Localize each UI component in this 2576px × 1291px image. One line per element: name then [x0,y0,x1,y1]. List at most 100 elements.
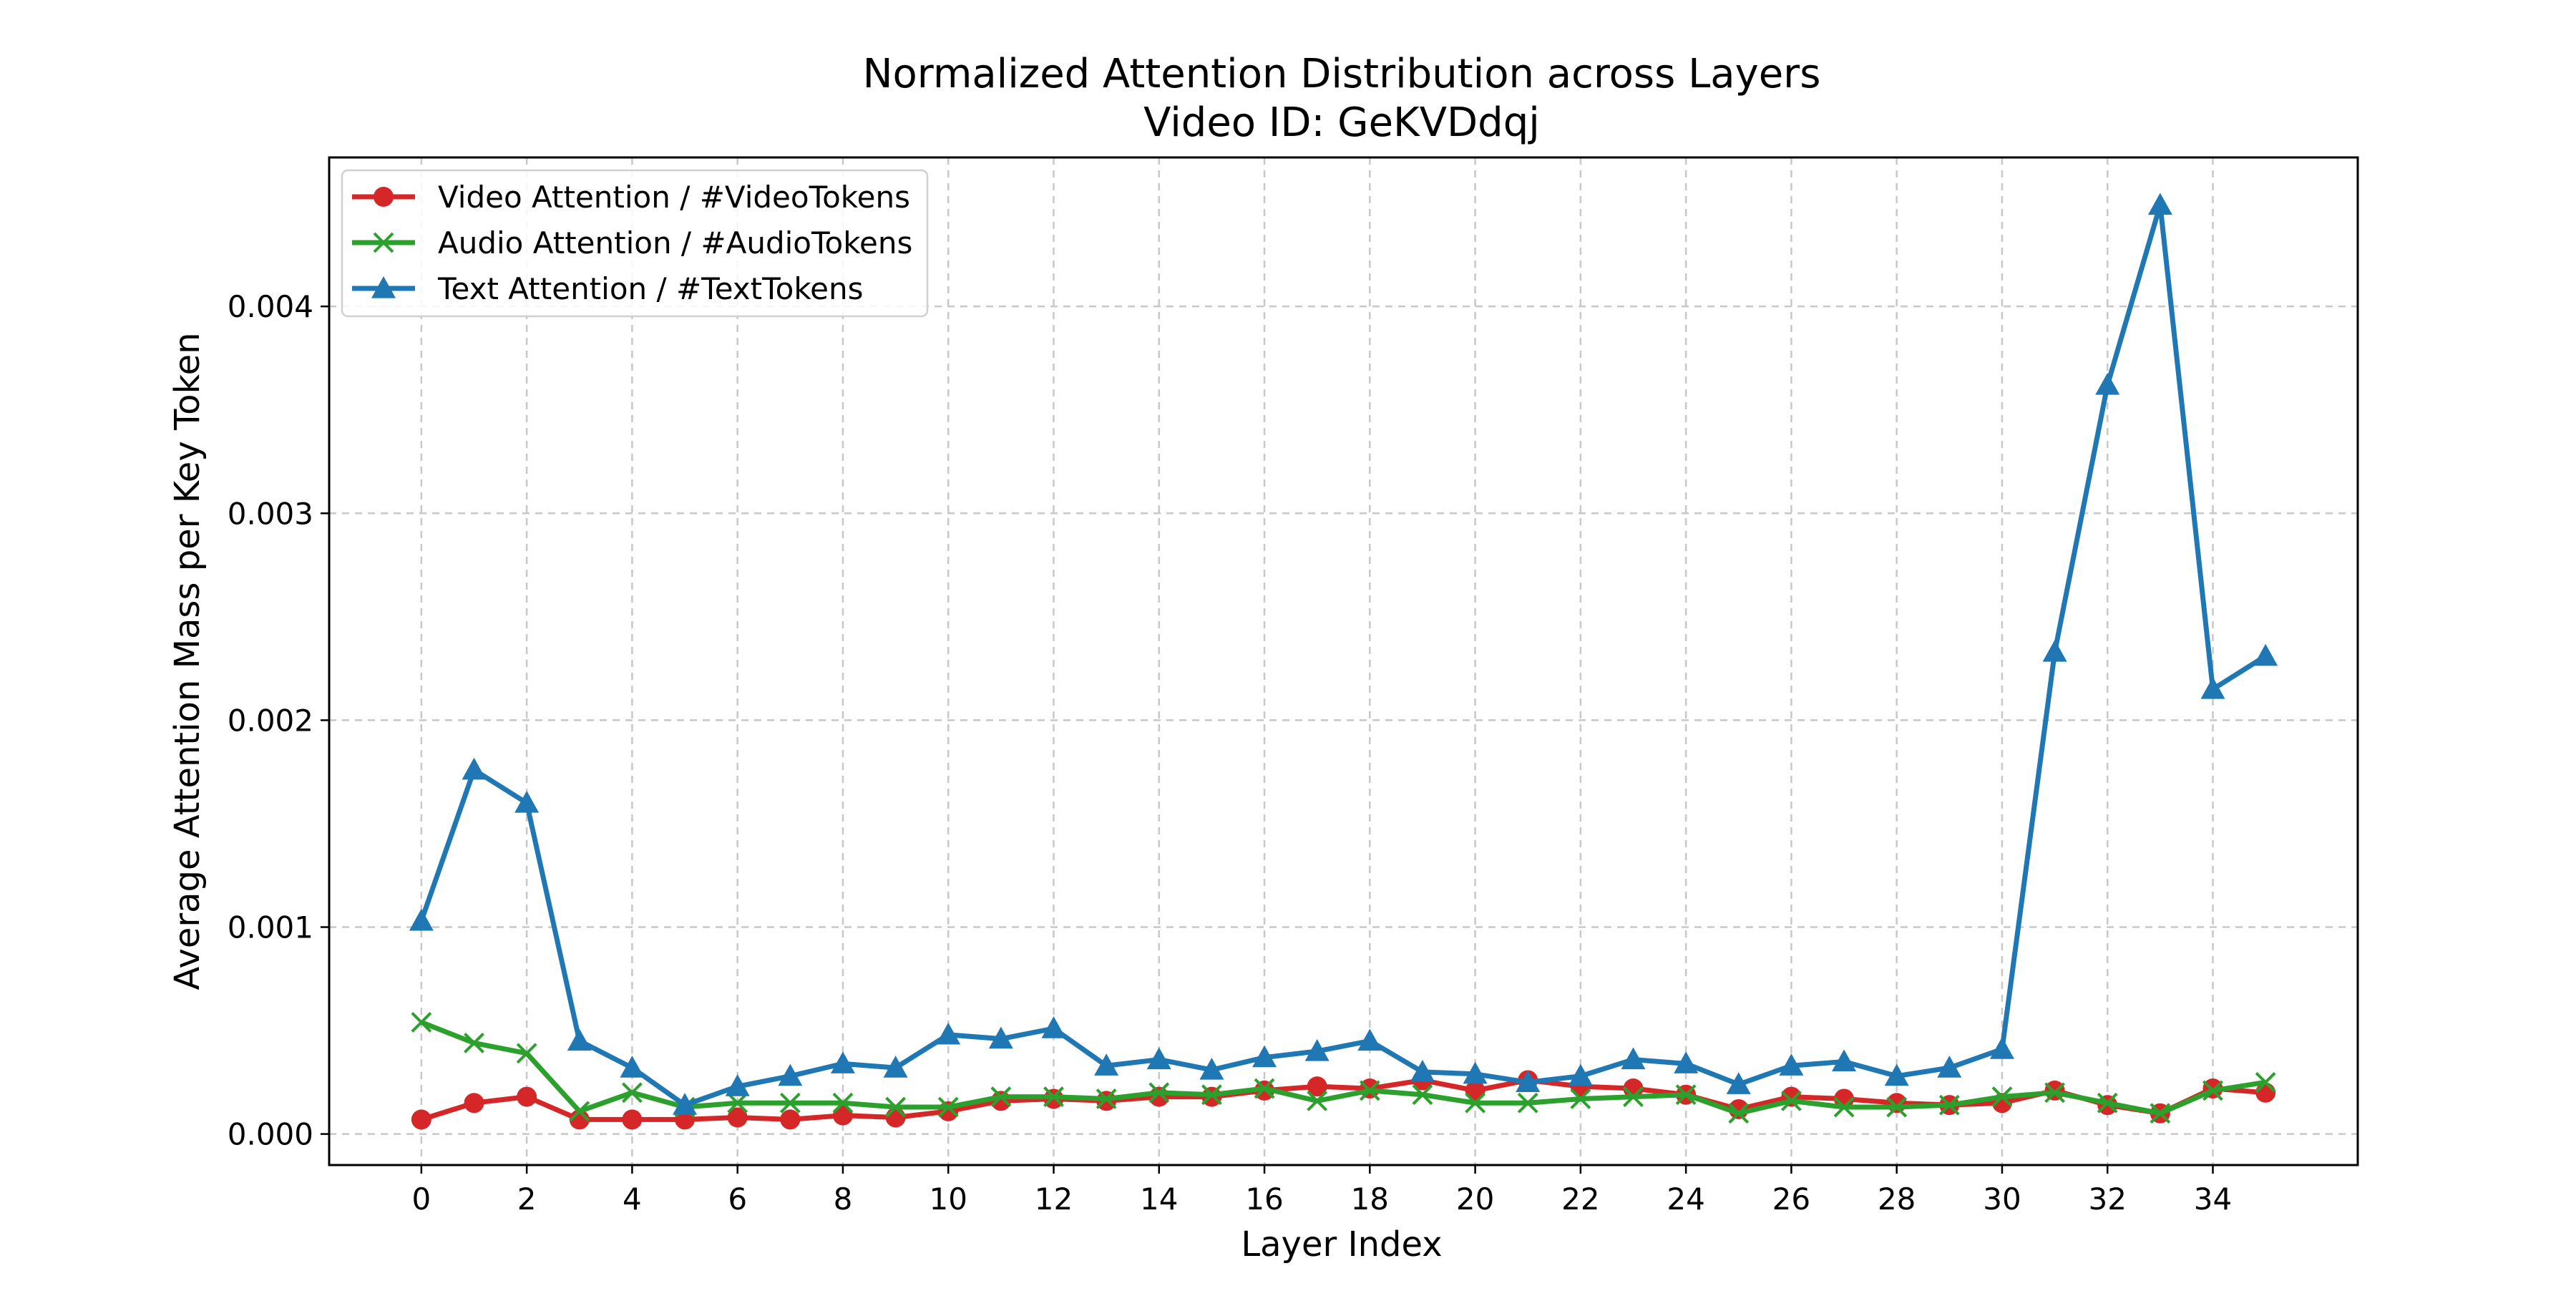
data-point [885,1107,906,1128]
data-point [411,1012,432,1033]
x-tick-label: 0 [411,1182,431,1217]
data-point [1148,1082,1170,1104]
x-tick-label: 34 [2194,1182,2232,1217]
y-tick-label: 0.003 [228,496,313,531]
data-point [1623,1086,1644,1108]
legend-marker [374,187,394,207]
y-tick-label: 0.002 [228,703,313,738]
x-tick-label: 8 [834,1182,853,1217]
series-line [420,1020,2266,1116]
data-point [727,1092,748,1114]
x-tick-label: 20 [1456,1182,1494,1217]
data-point [1884,1063,1909,1086]
data-point [2097,1092,2118,1114]
data-point [516,1043,537,1064]
data-point [620,1056,645,1078]
data-point [1991,1086,2013,1108]
data-point [2042,639,2067,662]
data-point [1307,1076,1327,1097]
data-point [1357,1028,1382,1051]
data-point [937,1096,959,1118]
data-point [464,1093,484,1114]
data-point [1412,1084,1433,1106]
data-point [2200,677,2225,699]
data-point [1410,1059,1435,1082]
data-point [2044,1082,2066,1104]
data-point [885,1096,907,1118]
x-tick-label: 2 [517,1182,537,1217]
x-tick-label: 30 [1983,1182,2021,1217]
y-axis-ticks: 0.000 0.001 0.002 0.003 0.004 [228,289,329,1152]
data-point [1304,1038,1330,1061]
legend-marker [373,232,394,253]
data-point [990,1091,1011,1111]
data-point [2150,1103,2171,1124]
data-point [1938,1094,1960,1116]
data-point [1043,1086,1064,1108]
data-point [778,1063,803,1086]
data-point [1517,1092,1538,1114]
x-tick-label: 28 [1878,1182,1916,1217]
data-point [1096,1088,1117,1109]
x-tick-label: 22 [1561,1182,1599,1217]
series-x [411,1012,2276,1124]
data-point [1937,1056,1962,1078]
data-point [1041,1016,1066,1038]
legend-label: Audio Attention / #AudioTokens [438,225,912,260]
data-point [990,1086,1012,1108]
data-point [1675,1084,1697,1106]
data-point [622,1109,643,1130]
data-point [2095,373,2120,395]
data-point [673,1093,698,1115]
x-tick-label: 10 [930,1182,967,1217]
series-line [419,202,2267,1108]
legend-marker [371,276,396,298]
data-point [832,1105,853,1126]
legend-label: Video Attention / #VideoTokens [438,180,910,215]
y-axis-label: Average Attention Mass per Key Token [167,332,208,990]
legend: Video Attention / #VideoTokens Audio Atte… [341,169,929,318]
data-point [883,1056,908,1078]
data-point [1780,1090,1802,1111]
legend-box [341,169,929,318]
data-point [1463,1061,1488,1084]
data-point [1094,1053,1119,1076]
x-axis-label: Layer Index [1241,1224,1442,1265]
legend-label: Text Attention / #TextTokens [437,271,864,306]
data-point [1252,1045,1277,1068]
data-point [1201,1084,1222,1106]
data-point [1621,1047,1646,1070]
data-point [1886,1096,1908,1118]
chart-title: Normalized Attention Distribution across… [863,51,1821,97]
series-layer [409,193,2278,1130]
data-point [1307,1090,1328,1111]
x-tick-label: 12 [1035,1182,1073,1217]
data-point [514,791,540,813]
data-point [2255,1071,2276,1093]
data-point [1570,1088,1591,1109]
data-point [464,1033,484,1053]
x-tick-label: 32 [2089,1182,2127,1217]
data-point [1989,1037,2014,1059]
plot-frame [328,156,2359,1166]
data-point [1146,1047,1171,1070]
y-tick-label: 0.000 [228,1117,313,1152]
x-tick-label: 24 [1667,1182,1704,1217]
data-point [1199,1058,1224,1080]
x-axis-ticks: 0 2 4 6 8 10 12 14 16 18 20 22 24 26 28 30 32 34 [411,1165,2232,1217]
data-point [1886,1093,1907,1114]
data-point [830,1051,855,1073]
x-tick-label: 6 [728,1182,747,1217]
data-point [2253,643,2278,666]
data-point [567,1028,592,1051]
y-tick-label: 0.004 [228,289,313,324]
data-point [462,757,487,780]
chart-subtitle: Video ID: GeKVDdqj [1143,99,1540,146]
data-point [727,1107,748,1128]
data-point [2202,1080,2223,1101]
data-point [936,1022,961,1045]
x-tick-label: 16 [1245,1182,1283,1217]
y-tick-label: 0.001 [228,910,313,945]
data-point [1832,1049,1857,1072]
